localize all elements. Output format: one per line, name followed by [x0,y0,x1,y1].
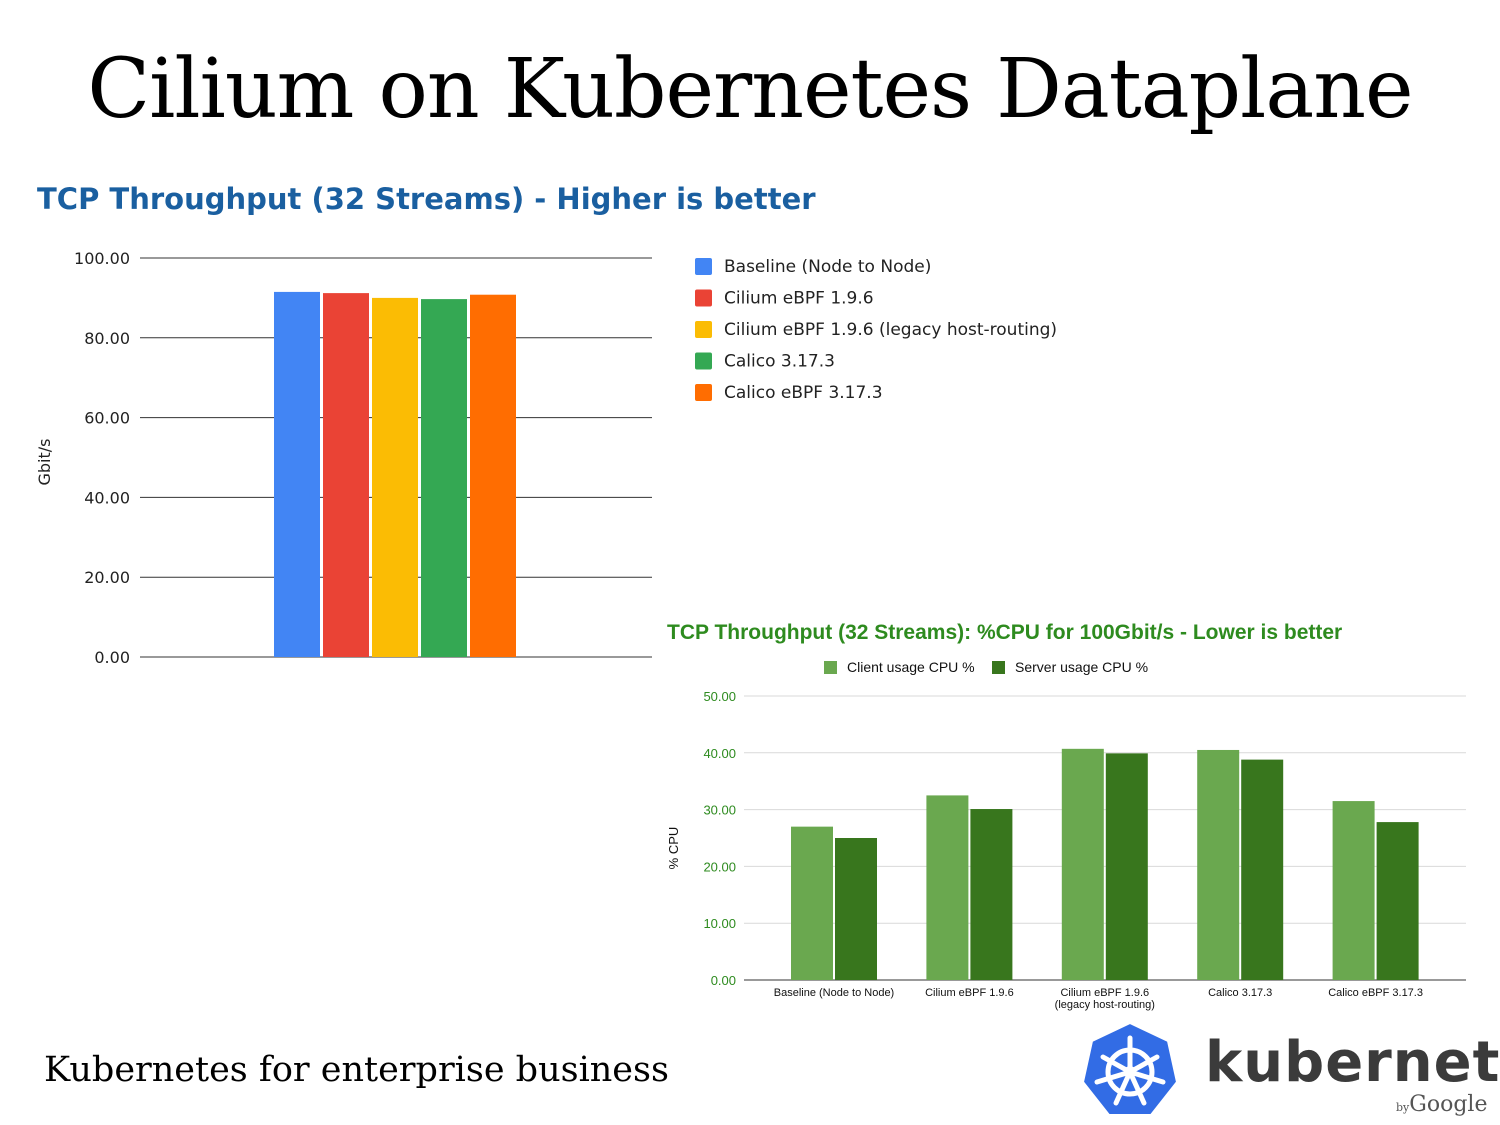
chart2-bar [1376,822,1419,980]
chart1-bar [470,294,516,657]
chart1-y-tick-label: 100.00 [74,249,130,268]
chart2-bar [1105,753,1148,980]
chart2-legend-swatch [992,661,1005,674]
chart2-y-tick-label: 30.00 [703,803,736,818]
by-text: by [1396,1101,1410,1114]
chart2-x-tick-label: (legacy host-routing) [1055,999,1155,1011]
chart1-y-tick-label: 80.00 [84,329,130,348]
chart2-y-tick-label: 0.00 [711,973,736,988]
chart1-legend-label: Calico eBPF 3.17.3 [724,383,883,403]
chart1-legend-swatch [695,321,712,338]
chart2-y-tick-label: 40.00 [703,746,736,761]
chart2-bar [1061,748,1104,980]
chart2-bar [926,795,969,980]
chart2-bar [791,826,833,980]
chart2-x-tick-label: Baseline (Node to Node) [774,987,894,999]
google-text: Google [1409,1092,1488,1117]
chart2-y-tick-label: 10.00 [703,916,736,931]
chart1-title: TCP Throughput (32 Streams) - Higher is … [37,182,816,216]
chart1-y-tick-label: 0.00 [94,648,130,667]
chart1-y-tick-label: 20.00 [84,568,130,587]
chart2-legend-label: Client usage CPU % [847,659,975,675]
chart2-x-tick-label: Cilium eBPF 1.9.6 [1060,987,1149,999]
chart1-legend-label: Cilium eBPF 1.9.6 (legacy host-routing) [724,320,1057,340]
chart2-bar [1241,759,1284,980]
chart1-bar [372,297,418,657]
chart1-y-axis-label: Gbit/s [35,439,54,486]
chart1-legend-swatch [695,289,712,307]
chart1-legend-swatch [695,258,712,275]
chart1-legend-swatch [695,384,712,401]
chart2-bar [1197,749,1240,980]
chart1-legend-label: Calico 3.17.3 [724,352,835,372]
chart1-bar [323,293,369,657]
chart2-y-tick-label: 20.00 [703,859,736,874]
chart2-x-tick-label: Cilium eBPF 1.9.6 [925,987,1014,999]
slide-title: Cilium on Kubernetes Dataplane [87,42,1413,137]
kubernetes-wordmark: kubernetes [1205,1030,1500,1095]
chart1-y-tick-label: 40.00 [84,488,130,507]
chart2-legend-label: Server usage CPU % [1015,659,1148,675]
kubernetes-helm-icon [1081,1021,1179,1116]
chart2-title: TCP Throughput (32 Streams): %CPU for 10… [667,621,1343,644]
chart1-legend-label: Baseline (Node to Node) [724,257,931,277]
chart1-legend-label: Cilium eBPF 1.9.6 [724,289,874,309]
chart1-bar [274,291,320,657]
footer-text: Kubernetes for enterprise business [44,1050,669,1090]
chart2-legend-swatch [824,661,837,674]
chart2-x-tick-label: Calico 3.17.3 [1208,987,1272,999]
chart2-bar [835,838,877,980]
chart1-y-tick-label: 60.00 [84,409,130,428]
chart2-y-axis-label: % CPU [666,827,681,870]
chart2-bar [1332,801,1375,980]
chart1-bar [421,299,467,657]
chart2-y-tick-label: 50.00 [703,689,736,704]
chart2-bar [970,809,1013,980]
chart2-x-tick-label: Calico eBPF 3.17.3 [1328,987,1423,999]
chart1-legend-swatch [695,352,712,370]
by-google-text: byGoogle [1396,1092,1487,1117]
